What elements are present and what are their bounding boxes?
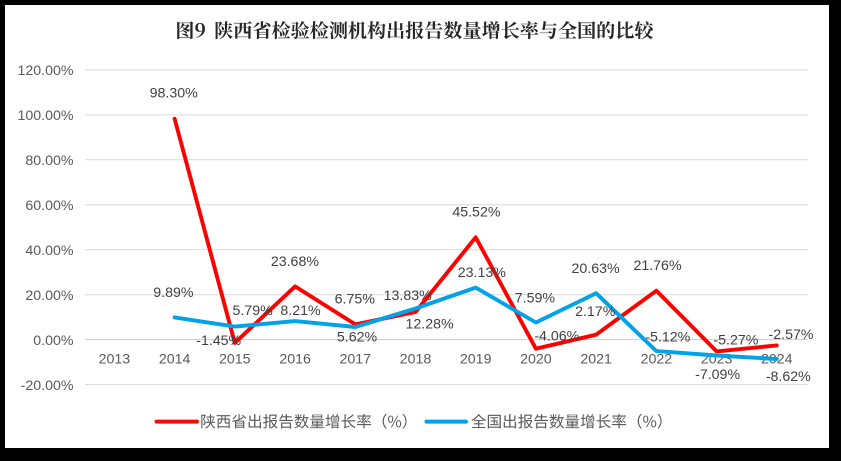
svg-text:20.63%: 20.63% xyxy=(572,261,621,277)
svg-text:60.00%: 60.00% xyxy=(25,198,74,214)
svg-text:5.79%: 5.79% xyxy=(232,303,273,319)
svg-text:-20.00%: -20.00% xyxy=(21,378,74,394)
svg-text:2014: 2014 xyxy=(159,352,191,368)
svg-text:23.13%: 23.13% xyxy=(458,265,507,281)
svg-text:12.28%: 12.28% xyxy=(406,317,455,333)
svg-text:2022: 2022 xyxy=(641,352,673,368)
svg-text:98.30%: 98.30% xyxy=(150,86,199,102)
svg-text:6.75%: 6.75% xyxy=(335,291,376,307)
svg-text:-1.45%: -1.45% xyxy=(196,333,241,349)
svg-text:2017: 2017 xyxy=(340,352,372,368)
svg-text:-8.62%: -8.62% xyxy=(766,369,811,385)
svg-text:2018: 2018 xyxy=(400,352,432,368)
svg-text:8.21%: 8.21% xyxy=(280,303,321,319)
svg-text:2020: 2020 xyxy=(520,352,552,368)
svg-text:2021: 2021 xyxy=(580,352,612,368)
svg-text:20.00%: 20.00% xyxy=(25,288,74,304)
svg-text:120.00%: 120.00% xyxy=(17,63,73,79)
svg-text:-2.57%: -2.57% xyxy=(769,327,814,343)
svg-text:21.76%: 21.76% xyxy=(633,258,682,274)
svg-text:9.89%: 9.89% xyxy=(153,285,194,301)
svg-text:-4.06%: -4.06% xyxy=(534,329,579,345)
svg-text:40.00%: 40.00% xyxy=(25,243,74,259)
svg-text:2019: 2019 xyxy=(460,352,492,368)
svg-text:13.83%: 13.83% xyxy=(384,288,433,304)
svg-text:7.59%: 7.59% xyxy=(515,290,556,306)
svg-text:2016: 2016 xyxy=(279,352,311,368)
svg-text:0.00%: 0.00% xyxy=(33,333,74,349)
svg-text:100.00%: 100.00% xyxy=(17,108,73,124)
svg-text:80.00%: 80.00% xyxy=(25,153,74,169)
svg-text:2013: 2013 xyxy=(99,352,131,368)
svg-text:23.68%: 23.68% xyxy=(271,254,320,270)
svg-text:2015: 2015 xyxy=(219,352,251,368)
svg-text:-5.12%: -5.12% xyxy=(645,329,690,345)
svg-text:2.17%: 2.17% xyxy=(575,304,616,320)
svg-text:-7.09%: -7.09% xyxy=(695,367,740,383)
svg-text:-5.27%: -5.27% xyxy=(713,333,758,349)
svg-text:45.52%: 45.52% xyxy=(452,205,501,221)
svg-text:5.62%: 5.62% xyxy=(337,329,378,345)
